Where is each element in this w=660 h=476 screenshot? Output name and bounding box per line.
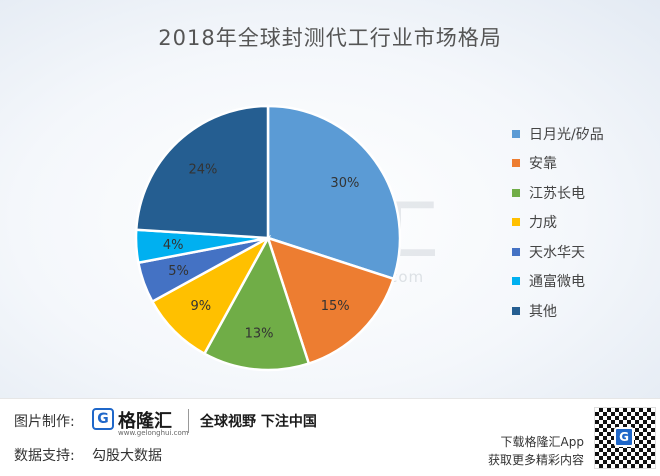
data-source: 勾股大数据 [92,448,162,464]
legend-item-1: 安靠 [512,149,604,179]
pie-slice-label-5: 4% [163,238,184,253]
legend-label-2: 江苏长电 [529,185,585,202]
legend-label-3: 力成 [529,215,557,232]
image-credit-label: 图片制作: [14,414,75,430]
pie-slice-label-4: 5% [168,264,189,279]
pie-slice-2 [202,234,311,372]
pie-slice-0 [266,104,402,281]
legend-label-6: 其他 [529,303,557,320]
legend: 日月光/矽品 安靠江苏长电力成天水华天通富微电其他 [512,119,604,326]
slogan: 全球视野 下注中国 [200,414,317,430]
pie-slice-label-2: 13% [245,327,274,342]
pie-chart: 30% 15% 13% 9% 5% 4% 24% [134,104,402,372]
legend-item-2: 江苏长电 [512,178,604,208]
brand-name: 格隆汇 [118,411,172,432]
pie-slice-label-1: 15% [321,299,350,314]
legend-label-4: 天水华天 [529,244,585,261]
qr-logo-icon: G [614,427,634,447]
footer: 图片制作: G 格隆汇 www.gelonghui.com 全球视野 下注中国 … [0,398,660,476]
legend-item-3: 力成 [512,208,604,238]
legend-label-5: 通富微电 [529,274,585,291]
legend-swatch-5 [512,277,520,286]
chart-area: 2018年全球封测代工行业市场格局 格隆汇 www.gelonghui.com … [0,0,660,398]
legend-item-4: 天水华天 [512,237,604,267]
legend-item-0: 日月光/矽品 [512,119,604,149]
brand-divider [188,409,189,433]
legend-swatch-2 [512,188,520,197]
legend-swatch-1 [512,159,520,168]
legend-swatch-6 [512,306,520,315]
legend-item-6: 其他 [512,296,604,326]
pie-slice-label-6: 24% [188,163,217,178]
pie-slice-6 [134,104,270,240]
legend-item-5: 通富微电 [512,267,604,297]
pie-slice-label-0: 30% [330,176,359,191]
download-cta-line2: 获取更多精彩内容 [487,453,584,467]
data-source-label: 数据支持: [14,448,75,464]
legend-swatch-4 [512,247,520,256]
brand-url: www.gelonghui.com [118,429,189,437]
chart-title: 2018年全球封测代工行业市场格局 [158,26,502,50]
pie-slice-label-3: 9% [190,299,211,314]
download-cta-line1[interactable]: 下载格隆汇App [500,435,584,449]
legend-swatch-0 [512,129,520,138]
brand-logo-icon: G [92,408,114,430]
legend-swatch-3 [512,218,520,227]
legend-label-0: 日月光/矽品 [529,126,604,143]
legend-label-1: 安靠 [529,156,557,173]
